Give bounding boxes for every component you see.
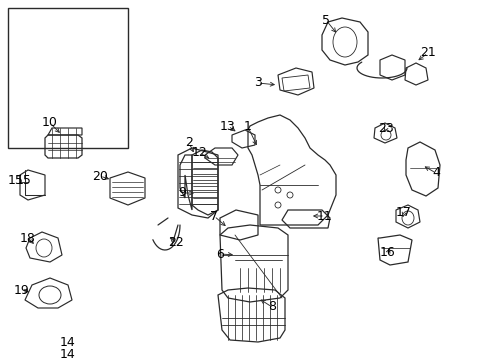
Text: 7: 7 bbox=[210, 210, 218, 222]
Text: 11: 11 bbox=[317, 210, 333, 222]
Text: 14: 14 bbox=[60, 336, 76, 348]
Text: 15: 15 bbox=[8, 174, 24, 186]
Text: 17: 17 bbox=[396, 207, 412, 220]
Text: 6: 6 bbox=[216, 248, 224, 261]
Text: 20: 20 bbox=[92, 170, 108, 183]
Text: 23: 23 bbox=[378, 122, 394, 135]
Text: 4: 4 bbox=[432, 166, 440, 180]
Text: 8: 8 bbox=[268, 301, 276, 314]
Text: 9: 9 bbox=[178, 186, 186, 199]
Text: 19: 19 bbox=[14, 284, 30, 297]
Text: 14: 14 bbox=[60, 348, 76, 360]
Text: 16: 16 bbox=[380, 247, 396, 260]
Bar bbox=[8, 8, 128, 148]
Text: 5: 5 bbox=[322, 13, 330, 27]
Text: 1: 1 bbox=[244, 121, 252, 134]
Text: 2: 2 bbox=[185, 136, 193, 149]
Text: 3: 3 bbox=[254, 77, 262, 90]
Text: 22: 22 bbox=[168, 237, 184, 249]
Text: 15: 15 bbox=[16, 174, 32, 186]
Text: 21: 21 bbox=[420, 46, 436, 59]
Text: 18: 18 bbox=[20, 231, 36, 244]
Text: 10: 10 bbox=[42, 117, 58, 130]
Text: 13: 13 bbox=[220, 120, 236, 132]
Text: 12: 12 bbox=[192, 147, 208, 159]
